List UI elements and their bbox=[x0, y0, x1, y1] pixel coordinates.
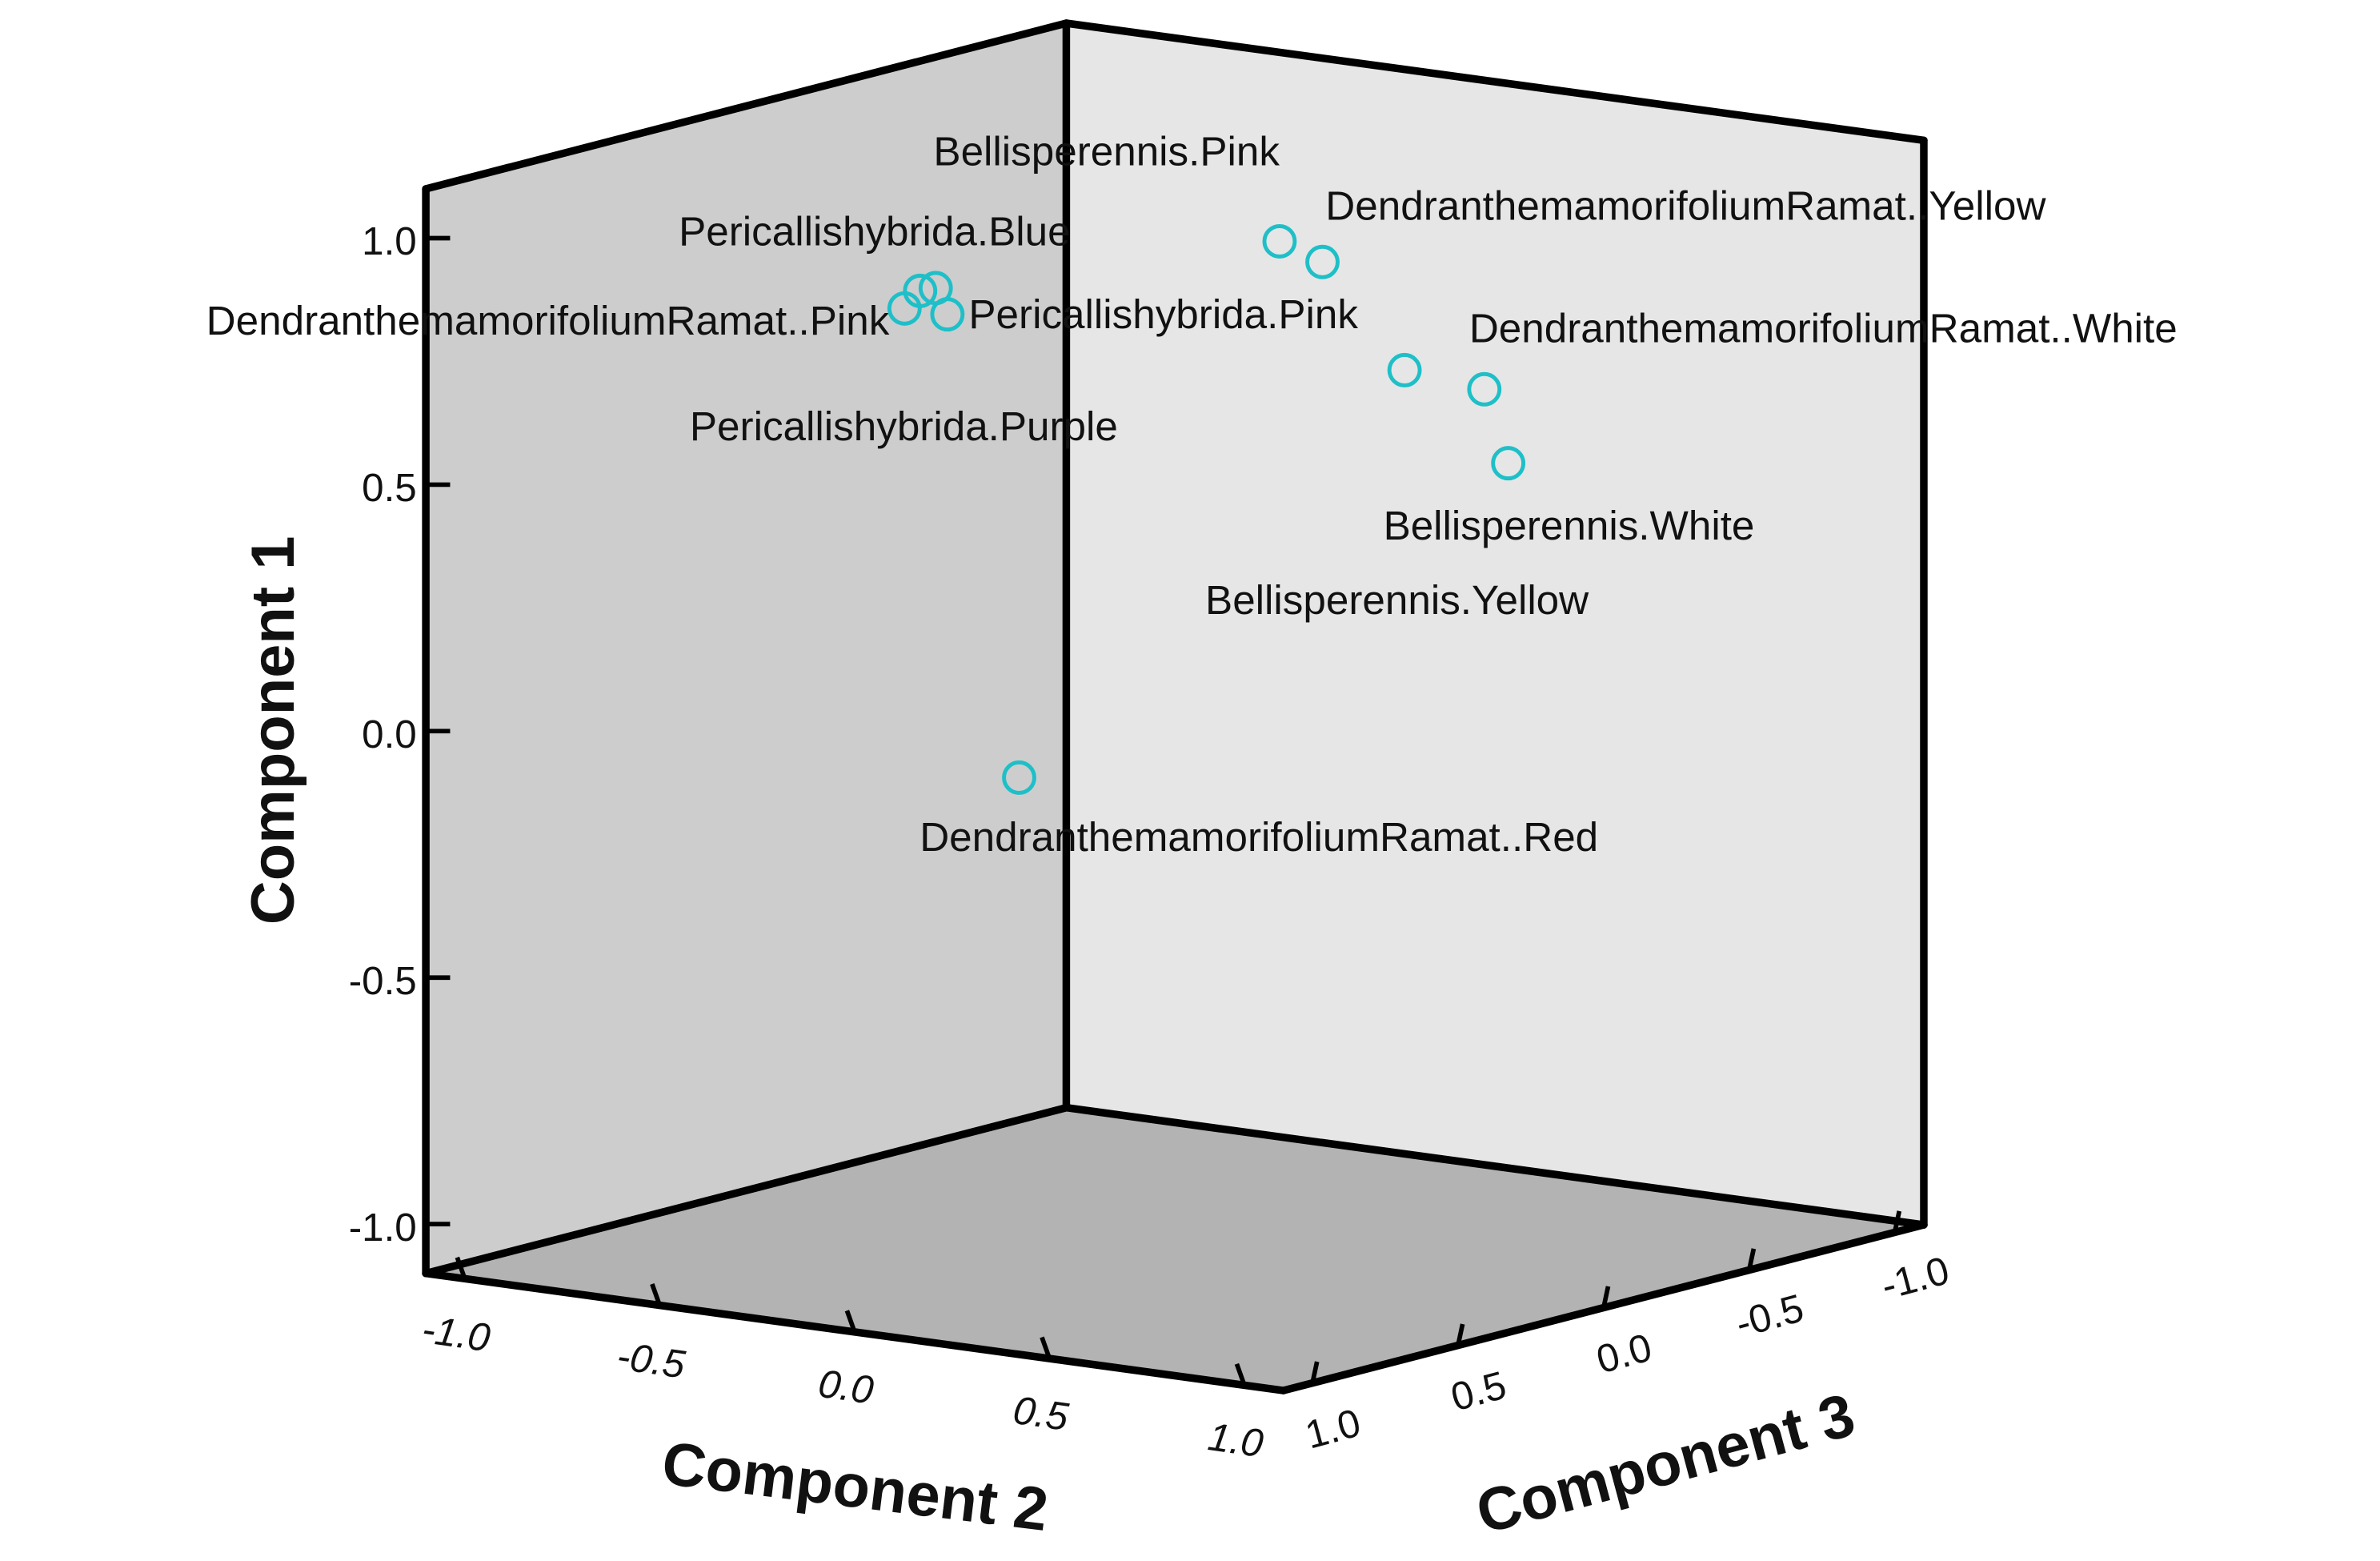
x-tick-label: -1.0 bbox=[419, 1307, 493, 1360]
point-label: Bellisperennis.Yellow bbox=[1205, 577, 1589, 623]
x-tick bbox=[844, 1310, 857, 1333]
z-axis-title: Component 1 bbox=[239, 536, 307, 925]
point bbox=[1467, 371, 1502, 407]
point-label: Pericallishybrida.Blue bbox=[679, 209, 1070, 255]
x-tick-label: 0.5 bbox=[1011, 1388, 1072, 1439]
box-edge bbox=[422, 1103, 1071, 1278]
x-tick-label: 0.0 bbox=[815, 1362, 876, 1413]
point-label: DendranthemamorifoliumRamat..Red bbox=[920, 814, 1598, 860]
y-tick-label: -0.5 bbox=[1731, 1286, 1808, 1346]
point-label: Bellisperennis.White bbox=[1384, 503, 1755, 548]
point-label: DendranthemamorifoliumRamat..Yellow bbox=[1325, 183, 2046, 228]
y-tick-label: 0.0 bbox=[1592, 1326, 1656, 1382]
point bbox=[1491, 446, 1526, 481]
y-axis-title: Component 3 bbox=[1469, 1381, 1861, 1547]
x-tick bbox=[1234, 1362, 1247, 1386]
point bbox=[918, 271, 953, 306]
point bbox=[1305, 244, 1340, 279]
y-tick-label: 1.0 bbox=[1300, 1401, 1364, 1458]
point-label: Bellisperennis.Pink bbox=[933, 129, 1280, 175]
y-tick-label: 0.5 bbox=[1446, 1363, 1510, 1420]
y-tick bbox=[1310, 1361, 1320, 1384]
point bbox=[1002, 760, 1036, 795]
y-tick-label: -1.0 bbox=[1877, 1248, 1953, 1308]
x-tick bbox=[1040, 1336, 1052, 1360]
x-tick-label: 1.0 bbox=[1205, 1415, 1266, 1466]
y-tick bbox=[1456, 1323, 1465, 1346]
point bbox=[1262, 224, 1297, 259]
box-edge bbox=[422, 19, 1071, 193]
x-tick bbox=[455, 1256, 467, 1280]
x-tick bbox=[650, 1283, 663, 1306]
x-tick-label: -0.5 bbox=[615, 1334, 688, 1386]
box-edge bbox=[1062, 19, 1928, 145]
box-edge bbox=[1062, 1103, 1928, 1229]
z-tick-label: 0.5 bbox=[362, 466, 417, 510]
point-label: DendranthemamorifoliumRamat..White bbox=[1469, 306, 2178, 351]
z-tick-label: 1.0 bbox=[362, 219, 417, 263]
point bbox=[1387, 352, 1422, 387]
y-tick bbox=[1601, 1286, 1611, 1309]
point-label: Pericallishybrida.Purple bbox=[690, 403, 1118, 449]
back-wall bbox=[1066, 22, 1924, 1226]
z-tick-label: -1.0 bbox=[349, 1206, 417, 1250]
z-tick-label: 0.0 bbox=[362, 712, 417, 756]
y-tick bbox=[1746, 1248, 1757, 1271]
point-label: Pericallishybrida.Pink bbox=[968, 291, 1358, 337]
left-wall bbox=[426, 22, 1067, 1274]
point-label: DendranthemamorifoliumRamat..Pink bbox=[206, 298, 890, 343]
y-tick bbox=[1892, 1210, 1902, 1234]
x-axis-title: Component 2 bbox=[659, 1429, 1052, 1544]
z-tick-label: -0.5 bbox=[349, 959, 417, 1003]
point bbox=[887, 291, 922, 326]
